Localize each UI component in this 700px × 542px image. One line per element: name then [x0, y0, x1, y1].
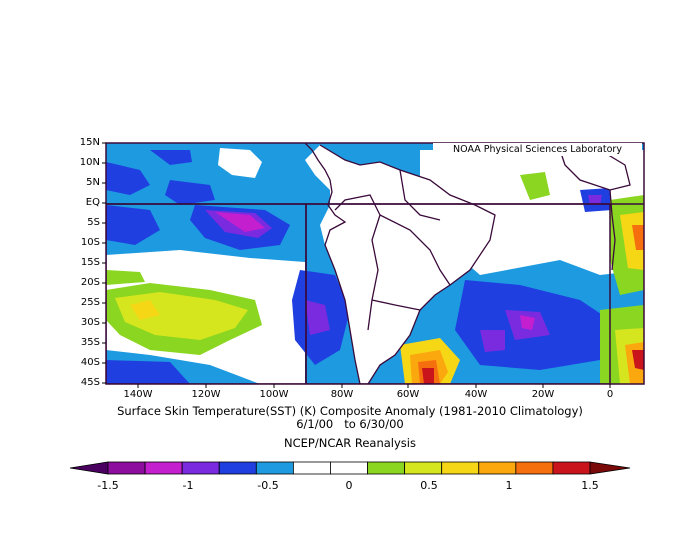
lat-label: 25S — [80, 297, 100, 308]
lon-label: 20W — [531, 389, 555, 400]
map-title: Surface Skin Temperature(SST) (K) Compos… — [117, 404, 583, 418]
colorbar-label: 1 — [505, 479, 513, 492]
axis-ticks — [102, 142, 611, 388]
lon-label: 80W — [330, 389, 354, 400]
lon-label: 40W — [464, 389, 488, 400]
lon-label: 0 — [606, 389, 614, 400]
colorbar-swatch — [292, 461, 331, 475]
colorbar-label: -1 — [182, 479, 194, 492]
lat-label: 40S — [80, 357, 100, 368]
lat-label: 35S — [80, 337, 100, 348]
colorbar-swatch — [144, 461, 183, 475]
colorbar-label: 0 — [345, 479, 353, 492]
date-range: 6/1/00 to 6/30/00 — [296, 417, 404, 431]
colorbar-swatch — [107, 461, 146, 475]
colorbar-label: -1.5 — [97, 479, 119, 492]
lon-label: 100W — [259, 389, 289, 400]
lon-label: 120W — [191, 389, 221, 400]
colorbar-swatch — [441, 461, 480, 475]
colorbar — [69, 461, 631, 475]
colorbar-swatch — [515, 461, 554, 475]
dataset-label: NCEP/NCAR Reanalysis — [284, 436, 416, 450]
colorbar-label: 0.5 — [420, 479, 438, 492]
lat-label: 10N — [79, 157, 100, 168]
colorbar-swatch — [478, 461, 517, 475]
lat-label: 15S — [80, 257, 100, 268]
lat-label: 30S — [80, 317, 100, 328]
colorbar-label: 1.5 — [581, 479, 599, 492]
lat-label: 5S — [87, 217, 100, 228]
colorbar-swatch — [404, 461, 443, 475]
colorbar-swatch — [552, 461, 591, 475]
lon-label: 60W — [396, 389, 420, 400]
colorbar-swatch — [255, 461, 294, 475]
lat-label: 10S — [80, 237, 100, 248]
credit-label: NOAA Physical Sciences Laboratory — [433, 143, 642, 156]
colorbar-swatch — [330, 461, 368, 475]
colorbar-swatch — [181, 461, 220, 475]
colorbar-label: -0.5 — [257, 479, 279, 492]
lat-label: 15N — [79, 137, 100, 148]
lon-label: 140W — [123, 389, 153, 400]
lat-label: 20S — [80, 277, 100, 288]
colorbar-swatch — [367, 461, 406, 475]
colorbar-swatch — [218, 461, 257, 475]
lat-label: 45S — [80, 377, 100, 388]
lat-label: 5N — [86, 177, 100, 188]
colorbar-arrow-high — [589, 461, 631, 475]
colorbar-arrow-low — [69, 461, 109, 475]
lat-label: EQ — [85, 197, 100, 208]
anomaly-field — [106, 143, 644, 384]
